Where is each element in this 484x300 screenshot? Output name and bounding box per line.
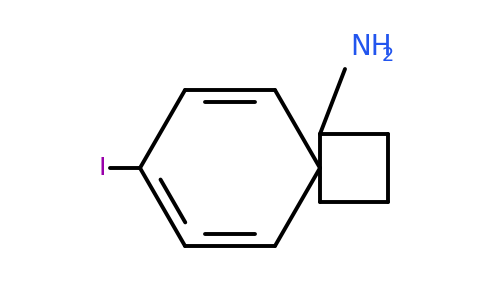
Text: I: I [99,156,106,180]
Text: 2: 2 [382,46,394,65]
Text: NH: NH [350,33,392,61]
